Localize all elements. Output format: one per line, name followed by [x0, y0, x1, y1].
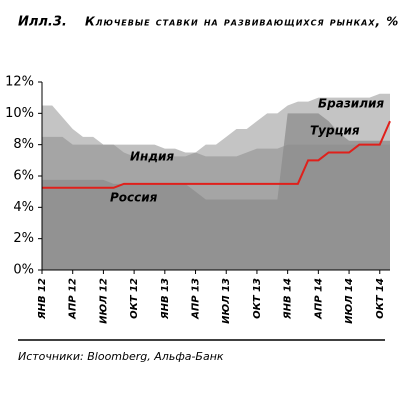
x-tick-label: АПР 13 — [191, 278, 202, 320]
series-label: Турция — [310, 124, 360, 138]
y-tick-label: 2% — [13, 231, 34, 246]
x-tick-label: ОКТ 12 — [129, 278, 140, 319]
area — [42, 113, 390, 270]
series-label: Бразилия — [318, 97, 384, 111]
y-tick-label: 4% — [13, 200, 34, 215]
chart-title: Ключевые ставки на развивающихся рынках,… — [85, 15, 399, 29]
series-label: Индия — [130, 150, 174, 164]
x-tick-label: ЯНВ 14 — [283, 278, 294, 320]
x-tick-label: АПР 14 — [313, 278, 324, 320]
x-tick-label: ИЮЛ 14 — [344, 278, 355, 324]
y-tick-label: 10% — [5, 106, 34, 121]
y-tick-label: 0% — [13, 263, 34, 278]
x-tick-label: ЯНВ 13 — [160, 278, 171, 320]
figure-label: Илл.3. — [18, 15, 67, 30]
series-label: Россия — [110, 191, 158, 205]
x-tick-label: ОКТ 14 — [375, 278, 386, 319]
x-tick-label: ОКТ 13 — [252, 278, 263, 319]
y-tick-label: 6% — [13, 169, 34, 184]
y-tick-label: 8% — [13, 137, 34, 152]
line — [42, 120, 391, 189]
source: Источники: Bloomberg, Альфа-Банк — [18, 350, 224, 363]
x-tick-label: АПР 12 — [68, 278, 79, 320]
x-tick-label: ЯНВ 12 — [37, 278, 48, 320]
x-tick-label: ИЮЛ 12 — [98, 278, 109, 324]
x-tick-label: ИЮЛ 13 — [221, 278, 232, 324]
y-tick-label: 12% — [5, 75, 34, 90]
